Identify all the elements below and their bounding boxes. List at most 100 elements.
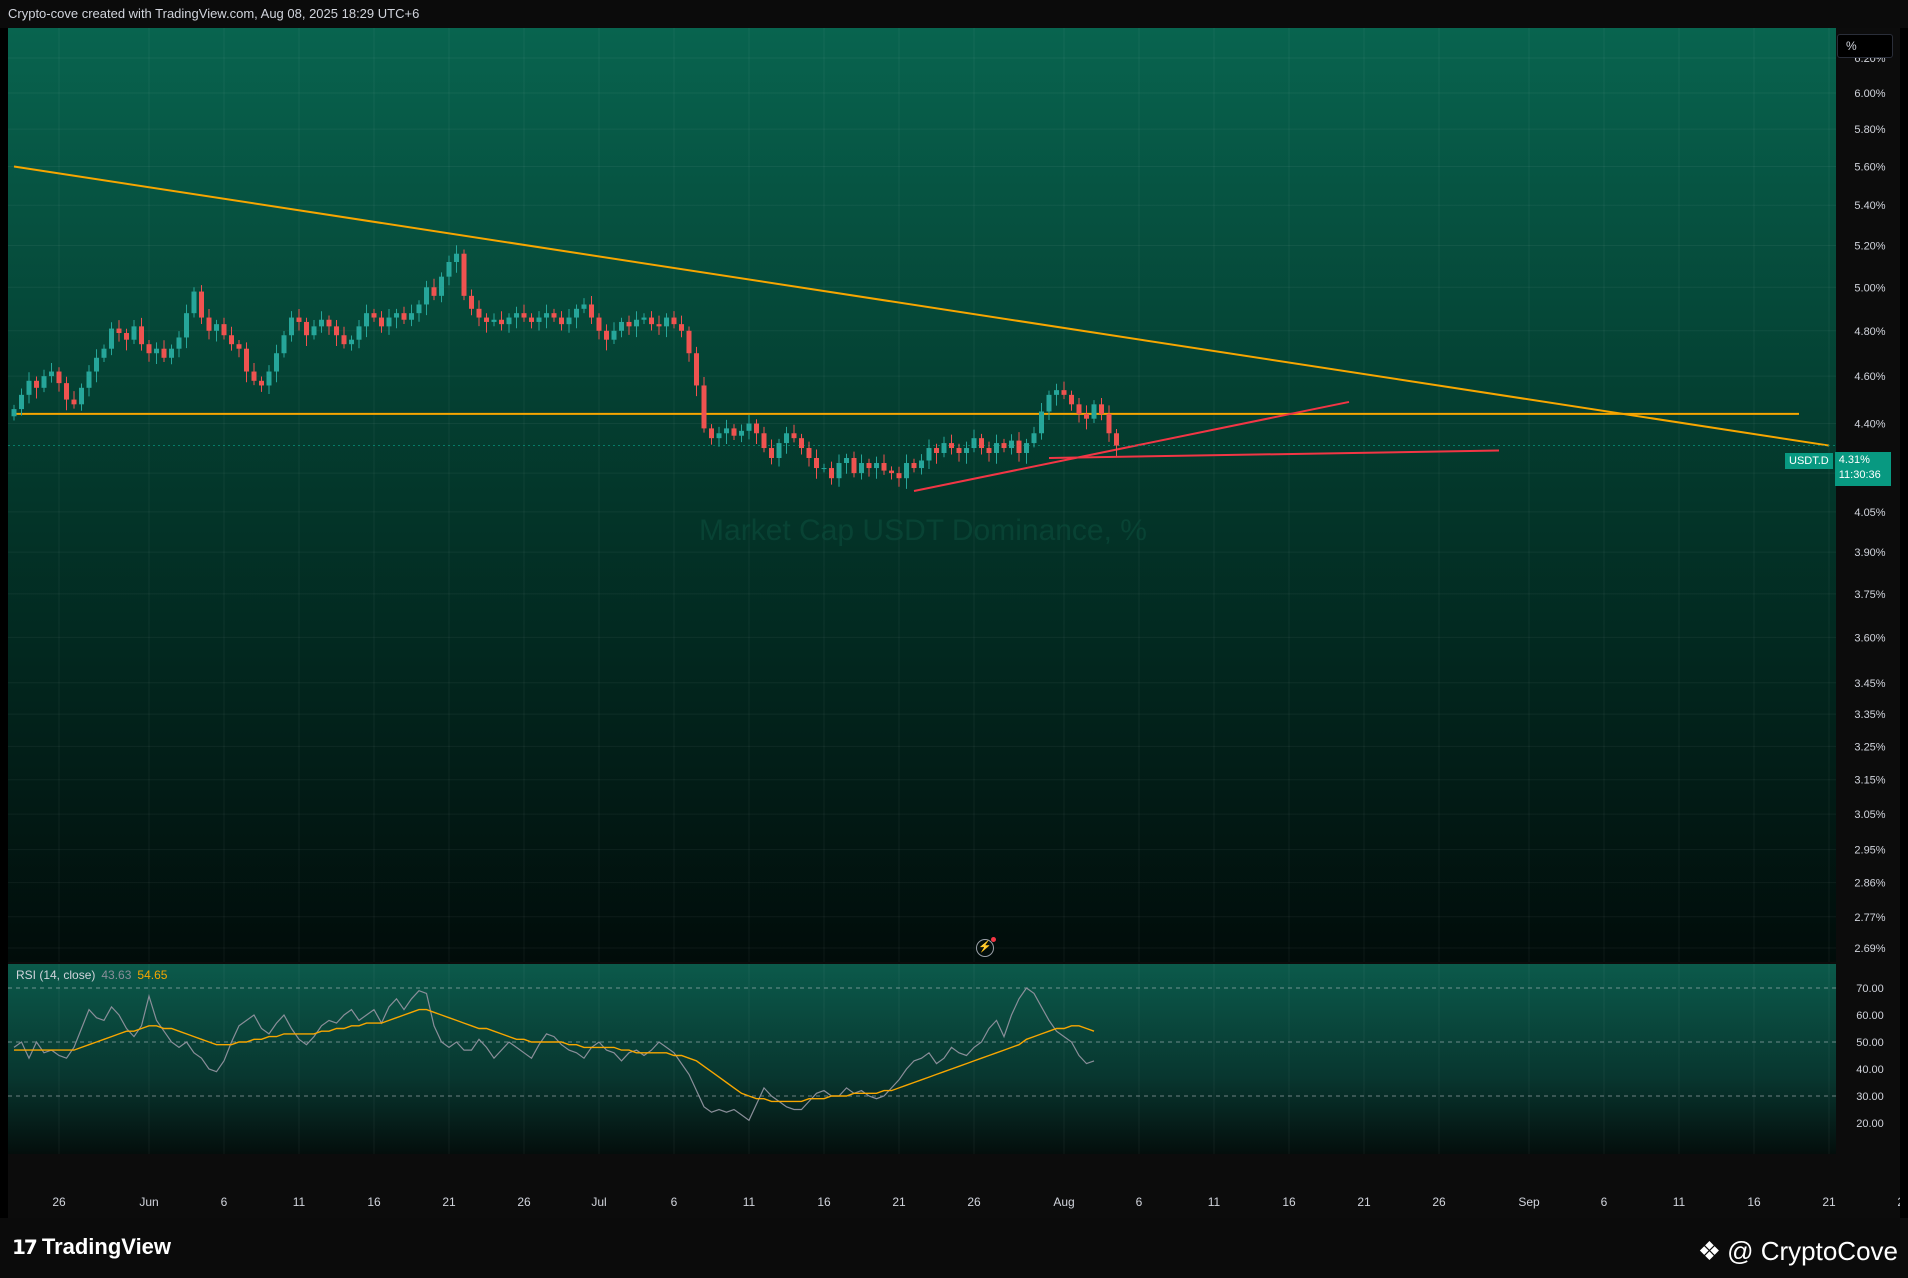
cryptocove-logo-text: @ CryptoCove — [1727, 1236, 1898, 1266]
y-tick-label: 3.90% — [1854, 547, 1885, 559]
candle-body — [379, 317, 384, 327]
candle-body — [904, 463, 909, 479]
candle-body — [776, 443, 782, 458]
attribution-text: Crypto-cove created with TradingView.com… — [8, 6, 420, 21]
candle-body — [1069, 394, 1074, 405]
rsi-tick-label: 60.00 — [1856, 1010, 1884, 1022]
candle-body — [626, 321, 632, 327]
y-tick-label: 5.60% — [1854, 161, 1885, 173]
candle-body — [889, 470, 894, 474]
price-box: 4.31% 11:30:36 — [1834, 452, 1891, 486]
candle-body — [341, 335, 347, 345]
candle-body — [769, 448, 774, 458]
candle-body — [941, 443, 947, 454]
candle-body — [349, 339, 354, 345]
candle-body — [551, 313, 557, 318]
y-tick-label: 4.40% — [1854, 419, 1885, 431]
candle-body — [829, 468, 834, 479]
y-tick-label: 2.77% — [1854, 912, 1885, 924]
candle-body — [431, 287, 437, 296]
x-tick-label: Jun — [139, 1195, 158, 1209]
candle-body — [1054, 390, 1059, 395]
candle-body — [124, 333, 129, 340]
rsi-legend: RSI (14, close) 43.63 54.65 — [16, 968, 167, 982]
candle-body — [559, 317, 564, 325]
candle-body — [589, 304, 594, 318]
candle-body — [41, 376, 47, 388]
rsi-label-text: RSI (14, close) — [16, 968, 96, 982]
x-tick-label: 11 — [743, 1195, 756, 1209]
x-tick-label: 26 — [967, 1195, 981, 1209]
y-tick-label: 3.35% — [1854, 709, 1885, 721]
candle-body — [611, 330, 617, 340]
candle-body — [184, 313, 189, 338]
candle-body — [799, 438, 804, 449]
candle-body — [191, 291, 197, 314]
candle-body — [761, 433, 767, 449]
candle-body — [416, 304, 422, 314]
candle-body — [859, 463, 864, 474]
x-axis: 26 Jun 6 11 16 21 26 Jul 6 11 16 21 26 Aug 6 11 16 21 26 Se… — [52, 1195, 1900, 1209]
candle-body — [311, 326, 317, 336]
rsi-value: 43.63 — [101, 968, 132, 982]
candle-body — [641, 317, 647, 320]
candle-body — [724, 428, 729, 434]
candle-body — [79, 387, 84, 405]
x-tick-label: Sep — [1518, 1195, 1540, 1209]
candles — [11, 245, 1119, 489]
candle-body — [934, 448, 939, 454]
price-value: 4.31% — [1838, 454, 1870, 466]
candle-body — [529, 317, 534, 322]
tradingview-logo[interactable]: 𝟭𝟳 TradingView — [12, 1234, 171, 1260]
x-tick-label: 26 — [52, 1195, 66, 1209]
chart-canvas[interactable]: 6.20%6.00%5.80%5.60%5.40%5.20%5.00%4.80%… — [8, 28, 1900, 1218]
y-tick-label: 4.05% — [1854, 507, 1885, 519]
candle-body — [476, 308, 482, 318]
rsi-pane-bg — [8, 964, 1836, 1154]
candle-body — [874, 463, 879, 469]
rsi-plot — [8, 987, 1836, 1122]
candle-body — [439, 276, 444, 296]
footer-bar — [0, 1218, 1908, 1278]
candle-body — [394, 313, 399, 318]
symbol-badge: USDT.D — [1785, 453, 1833, 469]
candle-body — [679, 324, 684, 331]
candle-body — [176, 337, 182, 349]
candle-body — [971, 438, 977, 449]
trendline — [1048, 449, 1500, 459]
candle-body — [221, 324, 227, 336]
candle-body — [919, 460, 924, 469]
candle-body — [979, 438, 984, 449]
candle-body — [731, 428, 737, 436]
y-tick-label: 6.00% — [1854, 88, 1885, 100]
x-tick-label: 16 — [1747, 1195, 1761, 1209]
candle-body — [746, 423, 752, 431]
candle-body — [161, 348, 167, 358]
y-tick-label: 5.40% — [1854, 200, 1885, 212]
candle-body — [304, 321, 309, 336]
candle-body — [64, 383, 69, 400]
main-pane-bg — [8, 28, 1836, 962]
y-tick-label: 3.25% — [1854, 741, 1885, 753]
x-tick-label: 16 — [1282, 1195, 1296, 1209]
price-tag: USDT.D 4.31% 11:30:36 — [1785, 452, 1891, 486]
candle-body — [596, 317, 602, 331]
flash-icon[interactable]: ⚡ — [976, 937, 996, 957]
candle-body — [1046, 394, 1052, 412]
candle-body — [1076, 404, 1082, 414]
candle-body — [154, 348, 159, 354]
candle-body — [664, 317, 669, 327]
percent-scale-button[interactable]: % — [1837, 34, 1893, 58]
rsi-tick-label: 20.00 — [1856, 1118, 1884, 1130]
candle-body — [289, 317, 294, 336]
candle-body — [206, 317, 212, 331]
bar-countdown: 11:30:36 — [1838, 469, 1881, 481]
candle-body — [1106, 413, 1112, 434]
candle-body — [574, 308, 579, 318]
rsi-tick-label: 50.00 — [1856, 1037, 1884, 1049]
y-tick-label: 3.05% — [1854, 809, 1885, 821]
candle-body — [581, 304, 587, 309]
y-tick-label: 4.60% — [1854, 371, 1885, 383]
candle-body — [649, 317, 654, 325]
candle-body — [491, 319, 497, 322]
